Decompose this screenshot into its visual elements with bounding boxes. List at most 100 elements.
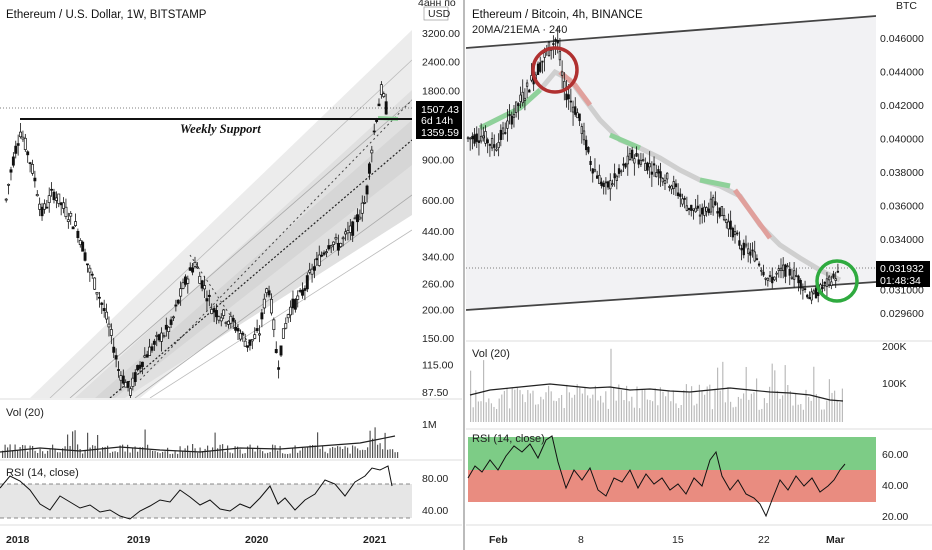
right-price-axis[interactable]: BTC 0.046000 0.044000 0.042000 0.040000 0.03… — [876, 0, 930, 320]
left-volume-bar — [147, 444, 149, 458]
left-volume-bar — [189, 452, 191, 458]
right-volume-bar — [605, 391, 607, 422]
left-candle-body — [346, 230, 350, 234]
left-volume-pane[interactable]: Vol (20) 1M — [0, 398, 462, 458]
right-volume-bar — [743, 393, 745, 422]
left-candle-body — [155, 335, 159, 337]
left-y-tick: 150.00 — [422, 333, 454, 345]
left-volume-bar — [267, 452, 269, 458]
right-volume-bar — [654, 388, 656, 422]
right-candle-body — [471, 135, 474, 140]
left-candle-body — [23, 137, 27, 150]
right-volume-bar — [633, 407, 635, 422]
left-price-tag-box — [416, 101, 462, 139]
left-volume-bar — [69, 445, 71, 458]
left-candle-body — [336, 242, 340, 251]
left-candle-body — [382, 93, 386, 97]
left-volume-bar — [219, 444, 221, 458]
left-time-axis[interactable]: 2018 2019 2020 2021 — [0, 524, 462, 546]
left-candle-body — [124, 382, 128, 388]
left-volume-bar — [322, 446, 324, 458]
left-y-tick: 260.00 — [422, 278, 454, 290]
right-volume-bar — [818, 397, 820, 422]
right-candle-body — [482, 135, 485, 139]
right-candle-body — [797, 275, 800, 284]
right-candle-body — [515, 101, 518, 113]
right-volume-bar — [732, 407, 734, 422]
right-candle-body — [738, 240, 741, 246]
right-candle-body — [600, 181, 603, 186]
right-candle-body — [604, 181, 608, 184]
right-rsi-pane[interactable]: RSI (14, close) 60.00 40.00 20.00 — [466, 428, 932, 523]
right-volume-bar — [506, 388, 508, 422]
right-volume-pane[interactable]: Vol (20) 200K 100K — [466, 340, 932, 422]
left-volume-bar — [19, 447, 21, 458]
right-volume-bar — [727, 386, 729, 422]
right-y-tick: 0.044000 — [880, 67, 924, 79]
left-volume-bar — [182, 450, 184, 458]
left-candle-body — [224, 322, 228, 324]
right-volume-bar — [522, 394, 524, 422]
right-volume-bar — [644, 389, 646, 422]
left-candle-body — [179, 288, 183, 297]
left-candle-body — [284, 323, 288, 329]
right-volume-bar — [665, 396, 667, 422]
left-candle-body — [246, 345, 250, 348]
left-volume-bar — [164, 451, 166, 458]
right-candle-body — [528, 89, 531, 93]
left-candle-body — [210, 309, 214, 314]
left-candle-body — [308, 269, 312, 273]
left-volume-bar — [334, 447, 336, 458]
left-candle-body — [351, 221, 355, 236]
left-rsi-pane[interactable]: RSI (14, close) 80.00 40.00 — [0, 459, 462, 520]
left-vol-axis: 1M — [422, 419, 437, 431]
left-candle-body — [45, 206, 49, 209]
right-candle-body — [567, 94, 570, 100]
left-candle-body — [129, 388, 132, 396]
left-y-tick: 340.00 — [422, 252, 454, 264]
right-chart-title: Ethereum / Bitcoin, 4h, BINANCE — [472, 9, 643, 21]
left-candles — [4, 81, 388, 398]
left-candle-body — [95, 291, 99, 295]
left-candle-body — [35, 194, 39, 197]
left-volume-bar — [72, 431, 74, 458]
right-volume-bar — [623, 400, 625, 422]
left-volume-bar — [354, 446, 356, 458]
right-volume-bar — [597, 400, 599, 422]
left-candle-body — [47, 195, 51, 203]
right-volume-bar — [514, 389, 516, 422]
left-volume-bar — [44, 453, 46, 458]
right-candle-body — [760, 269, 763, 272]
left-price-axis[interactable]: 4анн по USD 3200.002400.001800.001200.00… — [416, 0, 462, 399]
left-price-pane[interactable]: Ethereum / U.S. Dollar, 1W, BITSTAMP Wee… — [0, 9, 412, 403]
right-time-axis[interactable]: Feb 8 15 22 Mar — [466, 524, 932, 546]
right-candle-body — [755, 258, 759, 260]
right-volume-bar — [571, 397, 573, 422]
left-volume-bar — [62, 448, 64, 458]
left-candle-body — [193, 262, 197, 267]
right-volume-bar — [636, 386, 638, 422]
left-rsi-tick-40: 40.00 — [422, 505, 448, 517]
left-candle-body — [28, 162, 32, 165]
left-candle-body — [143, 355, 147, 358]
left-volume-bar — [172, 453, 174, 458]
left-volume-bar — [137, 451, 139, 458]
left-candle-body — [293, 299, 297, 310]
right-volume-bar — [758, 409, 760, 422]
right-volume-bar — [805, 389, 807, 422]
right-candle-body — [788, 268, 791, 276]
right-vol-tick-200k: 200K — [882, 341, 907, 353]
right-price-pane[interactable]: Ethereum / Bitcoin, 4h, BINANCE 20MA/21E… — [466, 9, 876, 311]
left-candle-body — [160, 332, 163, 342]
right-volume-bar — [750, 393, 752, 422]
right-candle-body — [803, 288, 807, 290]
left-candle-body — [260, 312, 264, 320]
left-volume-bar — [342, 449, 344, 458]
right-volume-bar — [532, 390, 534, 422]
left-candle-body — [329, 245, 333, 248]
left-candle-body — [38, 203, 42, 210]
right-volume-bar — [688, 392, 690, 422]
right-candle-body — [506, 120, 509, 129]
right-volume-bar — [628, 401, 630, 422]
left-volume-bar — [82, 453, 84, 458]
